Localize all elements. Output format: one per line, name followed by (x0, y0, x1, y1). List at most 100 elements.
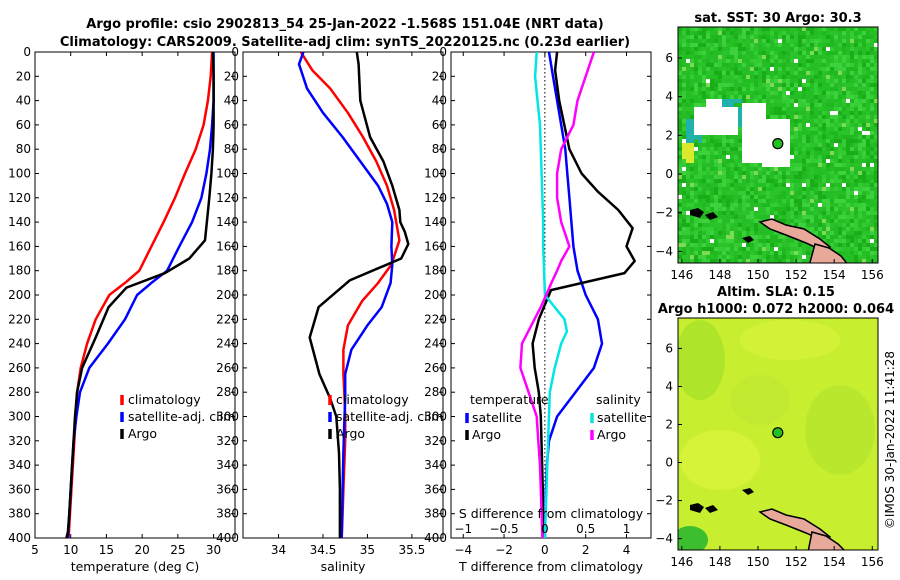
heatmap-cell (710, 247, 714, 251)
heatmap-cell (830, 47, 834, 51)
heatmap-cell (810, 83, 814, 87)
heatmap-cell (798, 79, 802, 83)
heatmap-cell (766, 207, 770, 211)
heatmap-cell (742, 51, 746, 55)
heatmap-cell (838, 107, 842, 111)
heatmap-cell (706, 199, 710, 203)
heatmap-cell (802, 127, 806, 131)
heatmap-cell (734, 211, 738, 215)
heatmap-cell (754, 235, 758, 239)
heatmap-cell (862, 167, 866, 171)
heatmap-cell (678, 87, 682, 91)
heatmap-cell (818, 35, 822, 39)
heatmap-cell (678, 31, 682, 35)
heatmap-cell (814, 123, 818, 127)
argo-float-marker (772, 138, 784, 150)
heatmap-cell (734, 107, 738, 111)
heatmap-cell (830, 215, 834, 219)
heatmap-cell (726, 143, 730, 147)
heatmap-cell (730, 55, 734, 59)
heatmap-cell (774, 167, 778, 171)
heatmap-cell (762, 39, 766, 43)
heatmap-cell (786, 71, 790, 75)
heatmap-cell (750, 43, 754, 47)
heatmap-cell (758, 71, 762, 75)
heatmap-cell (858, 223, 862, 227)
heatmap-cell (810, 163, 814, 167)
heatmap-cell (766, 139, 770, 143)
heatmap-cell (694, 83, 698, 87)
heatmap-cell (794, 103, 798, 107)
heatmap-cell (802, 175, 806, 179)
heatmap-cell (694, 91, 698, 95)
heatmap-cell (766, 251, 770, 255)
heatmap-cell (726, 55, 730, 59)
heatmap-cell (754, 147, 758, 151)
heatmap-cell (866, 207, 870, 211)
heatmap-cell (806, 59, 810, 63)
heatmap-cell (854, 107, 858, 111)
heatmap-cell (718, 255, 722, 259)
heatmap-cell (846, 39, 850, 43)
heatmap-cell (682, 255, 686, 259)
heatmap-cell (690, 39, 694, 43)
heatmap-cell (746, 151, 750, 155)
heatmap-cell (870, 195, 874, 199)
heatmap-cell (714, 139, 718, 143)
heatmap-cell (870, 147, 874, 151)
heatmap-cell (830, 71, 834, 75)
heatmap-cell (758, 259, 762, 263)
heatmap-cell (734, 87, 738, 91)
heatmap-cell (814, 147, 818, 151)
heatmap-cell (790, 187, 794, 191)
heatmap-cell (854, 223, 858, 227)
heatmap-cell (838, 119, 842, 123)
heatmap-cell (798, 47, 802, 51)
heatmap-cell (838, 67, 842, 71)
heatmap-cell (754, 223, 758, 227)
heatmap-cell (714, 223, 718, 227)
heatmap-cell (722, 255, 726, 259)
heatmap-cell (834, 203, 838, 207)
heatmap-cell (718, 123, 722, 127)
heatmap-cell (726, 199, 730, 203)
heatmap-cell (778, 163, 782, 167)
heatmap-cell (790, 75, 794, 79)
heatmap-cell (678, 223, 682, 227)
heatmap-cell (714, 35, 718, 39)
heatmap-cell (806, 63, 810, 67)
heatmap-cell (690, 99, 694, 103)
heatmap-cell (802, 51, 806, 55)
heatmap-cell (870, 215, 874, 219)
y-tick-label: 200 (216, 288, 239, 302)
y-tick-label: 100 (8, 167, 31, 181)
heatmap-cell (790, 171, 794, 175)
heatmap-cell (862, 119, 866, 123)
heatmap-cell (690, 95, 694, 99)
heatmap-cell (686, 171, 690, 175)
heatmap-cell (826, 191, 830, 195)
heatmap-cell (678, 203, 682, 207)
heatmap-cell (734, 123, 738, 127)
heatmap-cell (854, 239, 858, 243)
heatmap-cell (738, 151, 742, 155)
heatmap-cell (718, 179, 722, 183)
heatmap-cell (834, 147, 838, 151)
heatmap-cell (714, 123, 718, 127)
heatmap-cell (762, 255, 766, 259)
heatmap-cell (830, 59, 834, 63)
heatmap-cell (686, 255, 690, 259)
heatmap-cell (690, 207, 694, 211)
heatmap-cell (830, 67, 834, 71)
y-tick-label: 400 (8, 531, 31, 545)
heatmap-cell (730, 227, 734, 231)
heatmap-cell (750, 223, 754, 227)
heatmap-cell (702, 91, 706, 95)
heatmap-cell (694, 251, 698, 255)
heatmap-cell (750, 67, 754, 71)
heatmap-cell (854, 31, 858, 35)
heatmap-cell (854, 115, 858, 119)
heatmap-cell (858, 99, 862, 103)
heatmap-cell (822, 39, 826, 43)
heatmap-cell (698, 55, 702, 59)
